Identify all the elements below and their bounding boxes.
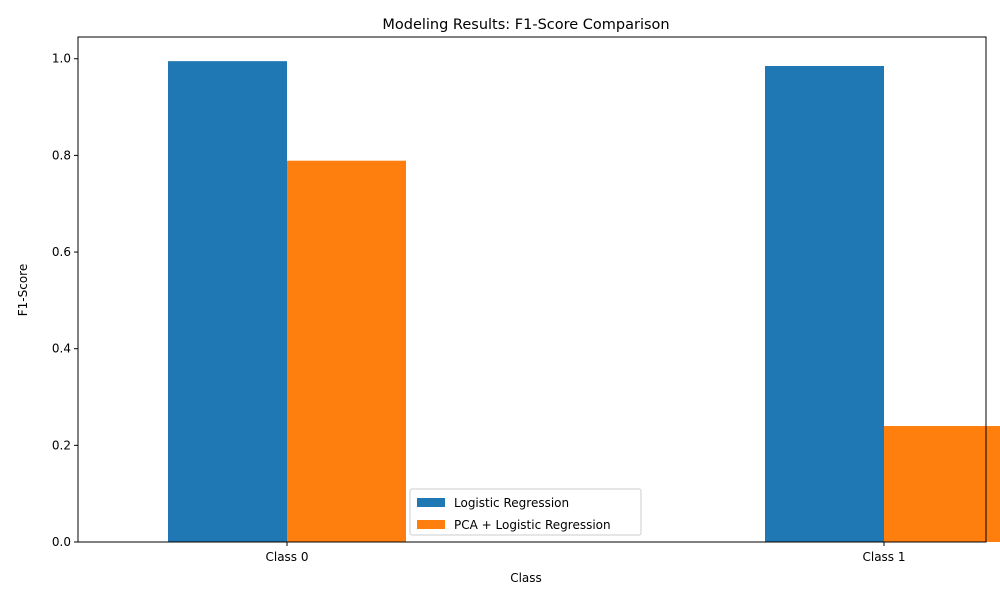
- x-tick-label: Class 0: [265, 550, 308, 564]
- bar-pca-logistic-regression-class-1: [884, 426, 1000, 542]
- legend-label-pca-logistic-regression: PCA + Logistic Regression: [454, 518, 611, 532]
- legend-swatch-pca-logistic-regression: [417, 520, 445, 529]
- plot-area: [168, 61, 1000, 543]
- y-tick-label: 0.0: [52, 535, 71, 549]
- x-axis-label: Class: [510, 571, 542, 585]
- legend-swatch-logistic-regression: [417, 498, 445, 507]
- y-tick-label: 0.2: [52, 438, 71, 452]
- bar-logistic-regression-class-0: [168, 61, 287, 542]
- y-axis-label: F1-Score: [16, 264, 30, 316]
- y-tick-label: 0.8: [52, 148, 71, 162]
- chart-title: Modeling Results: F1-Score Comparison: [382, 17, 669, 33]
- bar-logistic-regression-class-1: [765, 65, 884, 543]
- y-tick-label: 0.6: [52, 245, 71, 259]
- y-axis: 0.0 0.2 0.4 0.6 0.8 1.0: [52, 52, 78, 549]
- y-tick-label: 0.4: [52, 342, 71, 356]
- y-tick-label: 1.0: [52, 52, 71, 66]
- bar-pca-logistic-regression-class-0: [287, 160, 406, 542]
- plot-frame: [77, 36, 987, 543]
- legend-box: [409, 488, 642, 536]
- x-tick-label: Class 1: [862, 550, 905, 564]
- legend-label-logistic-regression: Logistic Regression: [454, 496, 569, 510]
- x-axis: Class 0 Class 1: [265, 542, 906, 564]
- legend: Logistic Regression PCA + Logistic Regres…: [409, 488, 642, 536]
